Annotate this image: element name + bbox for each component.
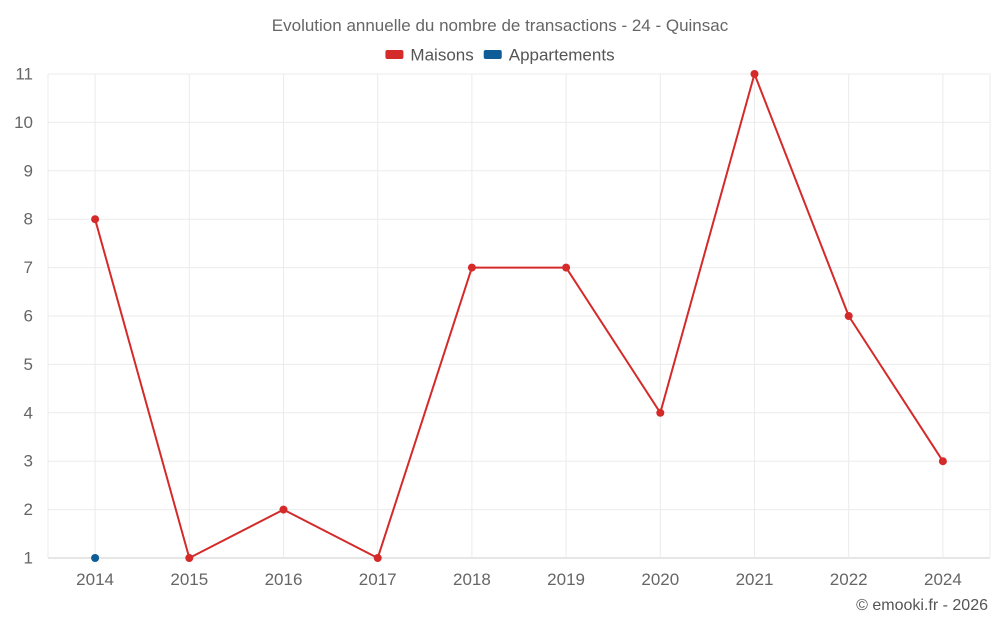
y-tick-label: 8 [24,210,33,229]
legend-swatch [385,50,404,59]
legend-item-appartements[interactable]: Appartements [483,46,615,65]
x-tick-label: 2017 [359,570,397,589]
series-line-maisons [94,73,944,559]
y-tick-label: 2 [24,500,33,519]
x-tick-label: 2014 [76,570,114,589]
legend-label: Maisons [410,46,473,65]
data-point-maisons-2017[interactable] [373,554,382,562]
y-tick-label: 5 [24,355,33,374]
x-tick-label: 2022 [830,570,868,589]
data-point-appartements-2014[interactable] [91,554,100,562]
y-tick-label: 11 [15,65,33,84]
legend-swatch [483,50,502,59]
y-tick-label: 10 [14,113,33,132]
x-tick-label: 2020 [641,570,679,589]
data-point-maisons-2016[interactable] [279,505,288,514]
x-tick-label: 2021 [736,570,774,589]
x-axis-ticks: 2014 2015 2016 2017 2018 2019 2020 2021 2022 2024 [76,570,962,589]
x-tick-label: 2019 [547,570,585,589]
data-point-maisons-2019[interactable] [562,263,571,272]
series-group [91,70,947,562]
x-tick-label: 2018 [453,570,491,589]
y-tick-label: 1 [24,549,33,568]
y-tick-label: 3 [24,452,33,471]
y-tick-label: 9 [24,161,33,180]
data-point-maisons-2014[interactable] [91,215,100,224]
y-tick-label: 4 [24,403,33,422]
y-tick-label: 6 [24,307,33,326]
legend-label: Appartements [509,46,615,65]
chart-title: Evolution annuelle du nombre de transact… [272,16,729,35]
data-point-maisons-2018[interactable] [467,263,476,272]
y-tick-label: 7 [24,258,33,277]
data-point-maisons-2015[interactable] [185,554,194,562]
x-tick-label: 2016 [265,570,303,589]
grid-lines [47,73,991,559]
data-point-maisons-2021[interactable] [750,70,759,78]
legend: Maisons Appartements [385,46,615,65]
x-tick-label: 2024 [924,570,962,589]
credit-text: © emooki.fr - 2026 [856,597,988,614]
data-point-maisons-2022[interactable] [844,312,853,320]
y-axis-ticks: 1 2 3 4 5 6 7 8 9 10 11 [14,65,33,568]
data-point-maisons-2020[interactable] [656,408,665,417]
legend-item-maisons[interactable]: Maisons [385,46,474,65]
x-tick-label: 2015 [170,570,208,589]
data-point-maisons-2024[interactable] [938,457,947,466]
